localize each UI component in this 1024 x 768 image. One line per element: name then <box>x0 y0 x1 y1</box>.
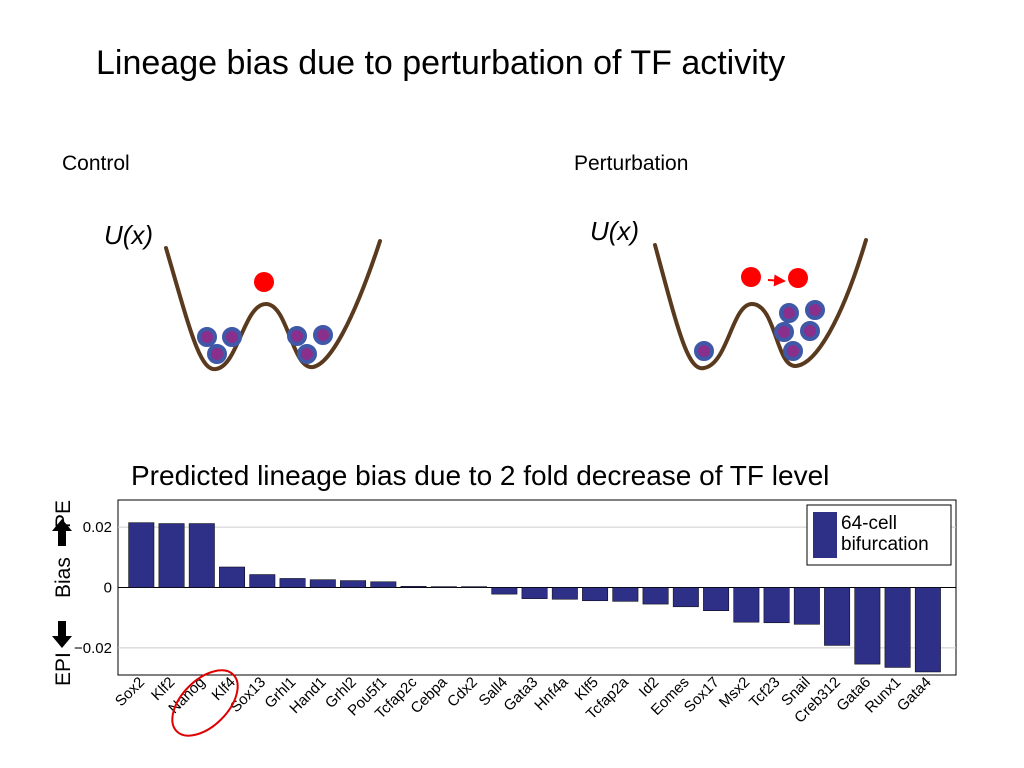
bar-sox2 <box>128 522 155 588</box>
cell <box>222 327 242 347</box>
y-tick-label: −0.02 <box>74 640 112 657</box>
bar-creb312 <box>824 587 851 646</box>
control-cells-right <box>287 325 333 364</box>
bar-snail <box>793 587 820 625</box>
bar-sall4 <box>491 587 518 595</box>
bar-eomes <box>672 587 699 608</box>
y-tick-labels: 0.02 0 −0.02 <box>74 519 112 657</box>
shift-arrow-icon <box>767 274 786 287</box>
y-axis-label: Bias <box>52 557 75 598</box>
arrow-up-icon <box>52 519 72 546</box>
chart-title: Predicted lineage bias due to 2 fold dec… <box>131 460 830 491</box>
control-cells-left <box>197 327 242 364</box>
perturbation-potential-well <box>653 238 868 371</box>
bar-sox17 <box>703 587 730 611</box>
bar-runx1 <box>884 587 911 668</box>
category-label-tcf23: Tcf23 <box>746 674 783 711</box>
bar-gata3 <box>521 587 548 599</box>
control-potential-well <box>164 239 382 372</box>
cell <box>694 341 714 361</box>
y-axis-label-group: PE Bias EPI <box>52 500 75 686</box>
bar-grhl2 <box>340 580 367 588</box>
control-landscape <box>164 239 382 372</box>
category-label-sox17: Sox17 <box>681 674 723 716</box>
bar-id2 <box>642 587 669 605</box>
bar-klf5 <box>582 587 609 602</box>
category-label-cdx2: Cdx2 <box>444 674 481 711</box>
cell <box>207 344 227 364</box>
cell <box>313 325 333 345</box>
bar-grhl1 <box>279 578 306 588</box>
bar-gata4 <box>914 587 941 673</box>
legend: 64-cell bifurcation <box>806 504 952 566</box>
perturbation-ball-shifted <box>788 268 808 288</box>
bar-msx2 <box>733 587 760 623</box>
category-label-msx2: Msx2 <box>716 674 753 711</box>
bar-hnf4a <box>551 587 578 600</box>
y-axis-label-top: PE <box>52 500 75 528</box>
bar-nanog <box>188 523 215 588</box>
legend-entry-label: 64-cell bifurcation <box>841 513 929 555</box>
control-label: Control <box>62 152 130 175</box>
bar-sox13 <box>249 574 276 588</box>
y-tick-label: 0.02 <box>83 519 112 536</box>
slide-title: Lineage bias due to perturbation of TF a… <box>96 44 786 82</box>
y-axis-label-bottom: EPI <box>52 652 75 686</box>
bar-hand1 <box>309 579 336 588</box>
bar-cebpa <box>430 586 457 588</box>
bars <box>128 522 941 673</box>
bar-gata6 <box>854 587 881 665</box>
control-ball <box>254 272 274 292</box>
bar-tcf23 <box>763 587 790 624</box>
category-label-gata4: Gata4 <box>894 674 935 715</box>
perturbation-ball-origin <box>741 267 761 287</box>
perturbation-cells <box>694 300 825 361</box>
bar-cdx2 <box>461 586 488 588</box>
cell <box>197 327 217 347</box>
cell <box>783 341 803 361</box>
category-label-gata3: Gata3 <box>500 674 541 715</box>
legend-swatch <box>813 512 837 558</box>
category-label-hnf4a: Hnf4a <box>531 673 572 714</box>
cell <box>805 300 825 320</box>
bar-tcfap2c <box>400 586 427 588</box>
highlight-circle <box>171 669 239 737</box>
cell <box>774 322 794 342</box>
cell <box>800 321 820 341</box>
category-label-sox2: Sox2 <box>112 674 148 710</box>
y-tick-label: 0 <box>104 580 112 597</box>
arrow-down-icon <box>52 621 72 648</box>
category-label-sox13: Sox13 <box>227 674 269 716</box>
bar-klf4 <box>219 566 246 588</box>
bar-tcfap2a <box>612 587 639 602</box>
cell <box>287 326 307 346</box>
perturbation-landscape <box>653 238 868 371</box>
cell <box>297 344 317 364</box>
potential-label-control: U(x) <box>104 220 154 250</box>
bar-klf2 <box>158 523 185 588</box>
perturbation-label: Perturbation <box>574 152 689 175</box>
potential-label-perturbation: U(x) <box>590 216 640 246</box>
bar-pou5f1 <box>370 581 397 588</box>
cell <box>779 303 799 323</box>
